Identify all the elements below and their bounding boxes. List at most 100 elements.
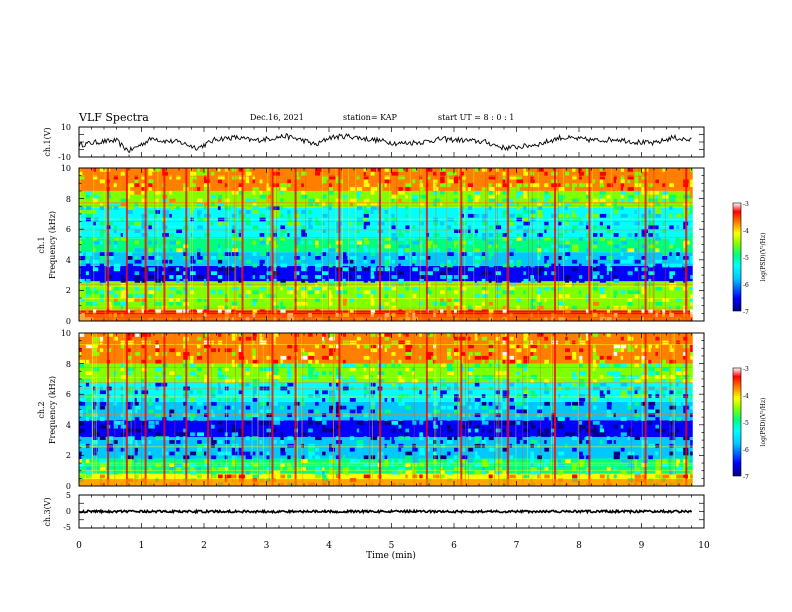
spectrogram-cell (329, 428, 335, 433)
spectrogram-cell (134, 202, 139, 207)
spectrogram-cell (537, 424, 542, 429)
spectrogram-cell (363, 248, 369, 253)
spectrogram-cell (99, 474, 105, 479)
spectrogram-cell (648, 221, 655, 226)
spectrogram-cell (572, 225, 578, 230)
spectrogram-cell (301, 355, 308, 360)
spectrogram-cell (92, 344, 98, 349)
spectrogram-cell (481, 344, 485, 349)
spectrogram-cell (495, 359, 502, 364)
spectrogram-cell (627, 375, 634, 379)
spectrogram-streak (506, 168, 508, 321)
spectrogram-cell (460, 286, 467, 291)
spectrogram-cell (558, 213, 563, 218)
spectrogram-cell (419, 424, 425, 429)
spectrogram-cell (266, 333, 269, 337)
spectrogram-cell (301, 432, 307, 437)
spectrogram-cell (363, 301, 370, 306)
spectrogram-streak (233, 168, 235, 321)
spectrogram-cell (447, 275, 453, 279)
spectrogram-cell (384, 290, 391, 295)
spectrogram-cell (592, 405, 597, 410)
spectrogram-cell (79, 175, 85, 180)
spectrogram-cell (106, 436, 114, 441)
spectrogram-cell (335, 409, 339, 414)
spectrogram-cell (85, 236, 92, 241)
spectrogram-cell (433, 202, 436, 207)
spectrogram-cell (377, 210, 381, 214)
spectrogram-cell (426, 474, 430, 479)
spectrogram-cell (516, 394, 522, 398)
spectrogram-cell (245, 294, 249, 298)
spectrogram-cell (474, 305, 482, 310)
spectrogram-cell (426, 405, 432, 410)
panel-ch2-spectrogram: 0 2 4 6 8 10 ch.2 Frequency (kHz) -3 -4 … (37, 329, 767, 491)
spectrogram-cell (579, 440, 583, 444)
spectrogram-cell (329, 263, 333, 268)
spectrogram-cell (606, 436, 610, 441)
spectrogram-cell (579, 459, 585, 463)
spectrogram-cell (523, 390, 530, 395)
spectrogram-cell (113, 421, 121, 425)
spectrogram-cell (176, 244, 179, 249)
spectrogram-cell (356, 455, 361, 460)
spectrogram-cell (252, 375, 256, 379)
spectrogram-cell (391, 359, 395, 364)
spectrogram-cell (363, 263, 368, 268)
spectrogram-cell (148, 424, 155, 429)
spectrogram-cell (252, 202, 257, 207)
figure-date: Dec.16, 2021 (250, 113, 304, 122)
spectrogram-cell (329, 175, 336, 180)
spectrogram-cell (426, 301, 430, 306)
spectrogram-cell (190, 294, 194, 298)
spectrogram-cell (655, 371, 660, 376)
spectrogram-cell (502, 294, 507, 298)
spectrogram-cell (252, 301, 256, 306)
spectrogram-cell (690, 206, 693, 211)
spectrogram-cell (245, 175, 249, 180)
spectrogram-cell (530, 428, 533, 433)
spectrogram-cell (266, 252, 270, 256)
spectrogram-cell (537, 236, 541, 241)
spectrogram-cell (224, 298, 229, 302)
spectrogram-cell (79, 417, 85, 421)
spectrogram-cell (558, 202, 561, 207)
spectrogram-cell (315, 447, 319, 452)
spectrogram-cell (92, 336, 100, 341)
spectrogram-cell (648, 187, 654, 191)
spectrogram-cell (335, 256, 339, 260)
spectrogram-cell (620, 459, 628, 463)
spectrogram-cell (127, 455, 134, 460)
spectrogram-cell (530, 252, 534, 256)
spectrogram-cell (655, 474, 661, 479)
spectrogram-cell (217, 171, 221, 176)
spectrogram-cell (280, 474, 286, 479)
spectrogram-cell (572, 382, 577, 387)
spectrogram-cell (273, 294, 276, 298)
spectrogram-cell (134, 355, 141, 360)
spectrogram-cell (370, 294, 374, 298)
spectrogram-cell (585, 390, 591, 395)
spectrogram-cell (127, 413, 130, 418)
spectrogram-cell (176, 305, 181, 310)
spectrogram-cell (488, 202, 496, 207)
spectrogram-cell (259, 440, 262, 444)
spectrogram-cell (454, 187, 461, 191)
spectrogram-cell (648, 474, 652, 479)
spectrogram-cell (558, 451, 565, 456)
spectrogram-cell (259, 432, 267, 437)
spectrogram-cell (669, 398, 672, 402)
spectrogram-cell (460, 267, 465, 272)
spectrogram-cell (460, 206, 465, 211)
spectrogram-cell (460, 183, 466, 188)
spectrogram-cell (134, 417, 140, 421)
spectrogram-cell (447, 171, 453, 176)
spectrogram-cell (190, 286, 194, 291)
spectrogram-cell (113, 363, 117, 368)
spectrogram-cell (426, 259, 433, 264)
spectrogram-cell (127, 432, 134, 437)
spectrogram-cell (280, 183, 287, 188)
spectrogram-cell (460, 305, 466, 310)
spectrogram-cell (127, 466, 131, 471)
spectrogram-cell (106, 252, 114, 256)
